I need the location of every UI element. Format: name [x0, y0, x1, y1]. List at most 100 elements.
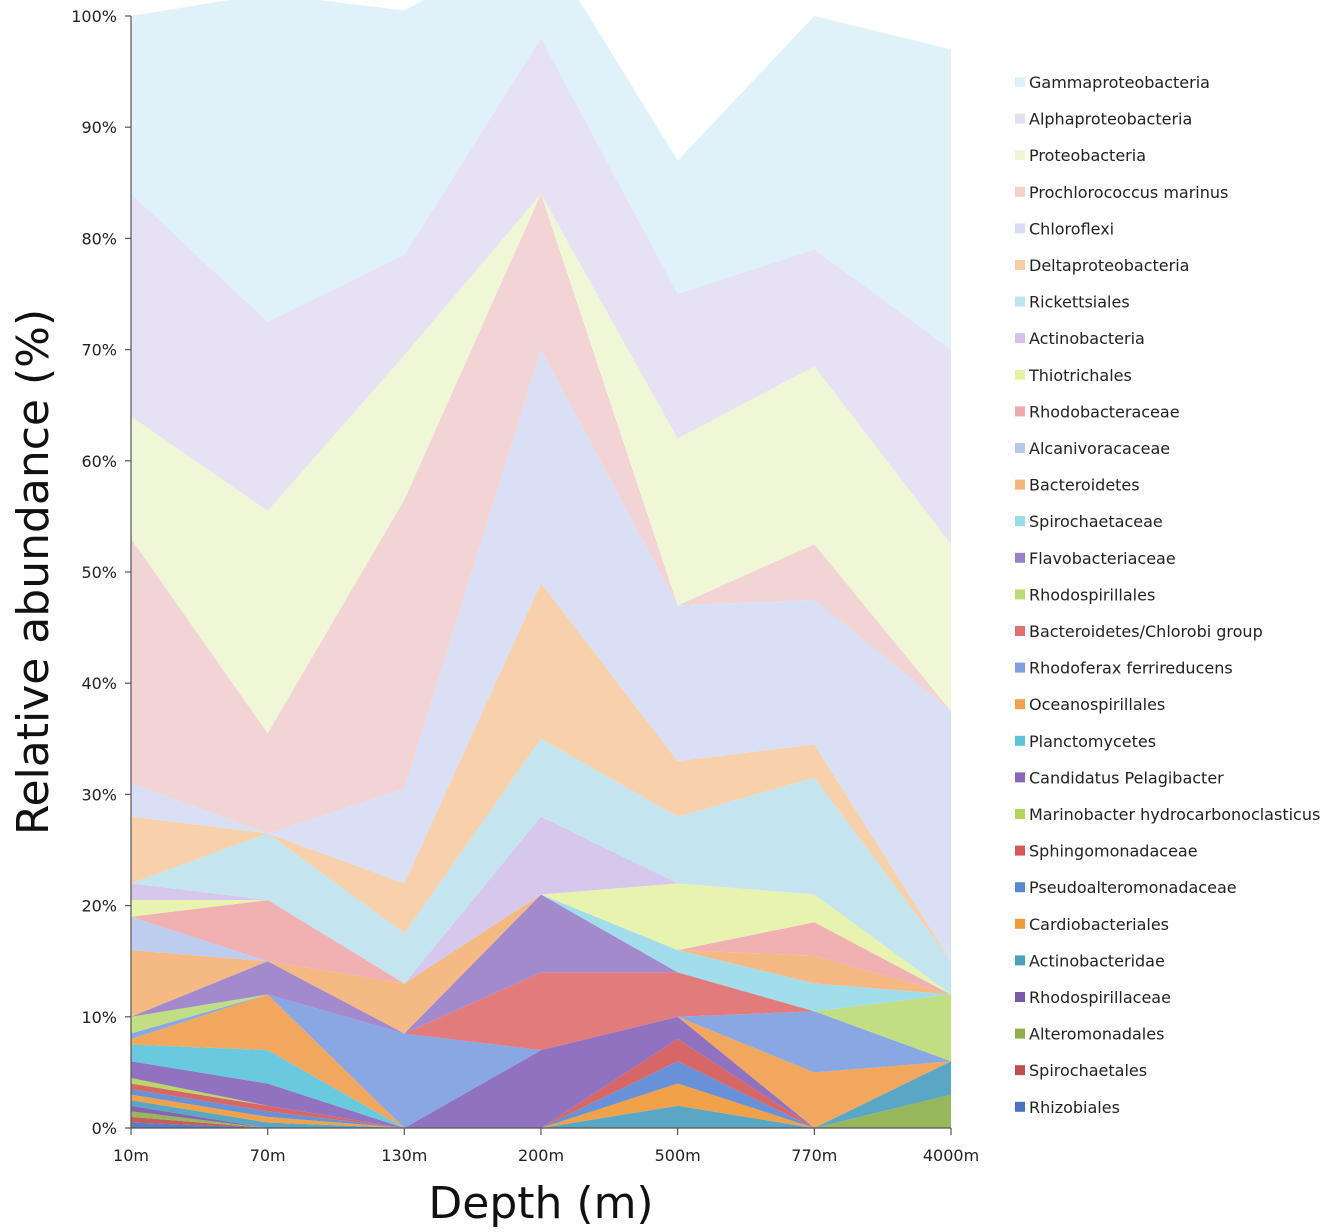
area-chloroflexi	[131, 349, 951, 962]
area-layers	[131, 0, 951, 1128]
legend-swatch	[1015, 1028, 1025, 1039]
y-tick-label: 100%	[71, 7, 117, 26]
y-tick-label: 20%	[81, 897, 117, 916]
y-axis-label: Relative abundance (%)	[8, 309, 59, 835]
legend-label: Thiotrichales	[1028, 366, 1132, 385]
legend-swatch	[1015, 735, 1025, 746]
y-tick-label: 10%	[81, 1008, 117, 1027]
area-proteobacteria	[131, 193, 951, 734]
area-rhodoferax-ferrireducens	[131, 994, 951, 1128]
legend-swatch	[1015, 809, 1025, 819]
area-actinobacteria	[131, 816, 951, 995]
x-tick-label: 500m	[655, 1146, 701, 1165]
x-tick-label: 130m	[381, 1146, 427, 1165]
legend-swatch	[1015, 77, 1025, 87]
y-tick-label: 30%	[81, 785, 117, 804]
legend-label: Oceanospirillales	[1029, 695, 1165, 714]
area-rickettsiales	[131, 738, 951, 995]
legend-label: Candidatus Pelagibacter	[1029, 768, 1224, 787]
area-alphaproteobacteria	[131, 38, 951, 545]
legend-label: Cardiobacteriales	[1029, 915, 1169, 934]
legend-swatch	[1015, 223, 1025, 234]
legend-label: Rhodospirillaceae	[1029, 988, 1171, 1007]
legend-label: Alteromonadales	[1029, 1025, 1164, 1044]
legend-swatch	[1015, 479, 1025, 490]
legend-label: Gammaproteobacteria	[1029, 73, 1210, 92]
legend-label: Deltaproteobacteria	[1029, 256, 1189, 275]
x-tick-label: 4000m	[923, 1146, 979, 1165]
area-alteromonadales	[131, 1094, 951, 1128]
legend-swatch	[1015, 699, 1025, 710]
area-oceanospirillales	[131, 994, 951, 1128]
legend-label: Rhodoferax ferrireducens	[1029, 659, 1233, 678]
area-thiotrichales	[131, 883, 951, 995]
legend-label: Rhodospirillales	[1029, 585, 1155, 604]
legend-swatch	[1015, 1065, 1025, 1076]
legend-swatch	[1015, 662, 1025, 673]
legend-swatch	[1015, 296, 1025, 307]
y-tick-label: 60%	[81, 452, 117, 471]
area-cardiobacteriales	[131, 1061, 951, 1128]
area-deltaproteobacteria	[131, 583, 951, 962]
y-tick-label: 70%	[81, 341, 117, 360]
legend-swatch	[1015, 333, 1025, 344]
area-gammaproteobacteria	[131, 0, 951, 350]
legend-label: Pseudoalteromonadaceae	[1029, 878, 1237, 897]
area-bacteroidetes	[131, 894, 951, 1034]
legend-label: Marinobacter hydrocarbonoclasticus	[1029, 805, 1320, 824]
legend-swatch	[1015, 955, 1025, 966]
area-bacteroidetes-chlorobi-group	[131, 972, 951, 1062]
legend-label: Alphaproteobacteria	[1029, 110, 1192, 129]
legend-swatch	[1015, 845, 1025, 856]
legend-label: Spirochaetaceae	[1029, 512, 1163, 531]
legend-swatch	[1015, 406, 1025, 417]
legend-swatch	[1015, 626, 1025, 636]
x-ticks: 10m 70m 130m 200m 500m 770m 4000m	[113, 1128, 979, 1165]
legend-label: Actinobacteria	[1029, 329, 1145, 348]
area-candidatus-pelagibacter	[131, 1016, 951, 1128]
legend-label: Actinobacteridae	[1029, 951, 1165, 970]
x-tick-label: 770m	[791, 1146, 837, 1165]
y-tick-label: 40%	[81, 674, 117, 693]
legend-swatch	[1015, 186, 1025, 197]
legend-label: Chloroflexi	[1029, 219, 1114, 238]
area-flavobacteriaceae	[131, 894, 951, 1034]
x-tick-label: 200m	[518, 1146, 564, 1165]
legend-swatch	[1015, 992, 1025, 1002]
legend-label: Planctomycetes	[1029, 732, 1156, 751]
area-rhodobacteraceae	[131, 894, 951, 995]
legend-swatch	[1015, 516, 1025, 527]
legend-swatch	[1015, 552, 1025, 563]
legend-label: Rhodobacteraceae	[1029, 402, 1180, 421]
legend-swatch	[1015, 260, 1025, 270]
legend-label: Alcanivoracaceae	[1029, 439, 1170, 458]
x-tick-label: 70m	[250, 1146, 286, 1165]
legend-swatch	[1015, 589, 1025, 600]
y-tick-label: 80%	[81, 229, 117, 248]
legend-label: Rickettsiales	[1029, 293, 1130, 312]
y-tick-label: 50%	[81, 563, 117, 582]
legend-swatch	[1015, 369, 1025, 380]
legend-swatch	[1015, 443, 1025, 453]
y-tick-label: 0%	[92, 1119, 117, 1138]
legend-swatch	[1015, 150, 1025, 161]
legend-label: Rhizobiales	[1029, 1098, 1120, 1117]
legend-label: Proteobacteria	[1029, 146, 1146, 165]
y-ticks: 0% 10% 20% 30% 40% 50% 60% 70% 80% 90% 100%	[71, 7, 131, 1138]
legend: Gammaproteobacteria Alphaproteobacteria Pr…	[1015, 73, 1320, 1117]
legend-swatch	[1015, 1101, 1025, 1112]
legend-label: Spirochaetales	[1029, 1061, 1147, 1080]
legend-swatch	[1015, 882, 1025, 893]
legend-label: Prochlorococcus marinus	[1029, 183, 1228, 202]
legend-label: Flavobacteriaceae	[1029, 549, 1176, 568]
x-axis-label: Depth (m)	[428, 1178, 653, 1228]
legend-label: Sphingomonadaceae	[1029, 842, 1198, 861]
legend-swatch	[1015, 772, 1025, 783]
legend-label: Bacteroidetes	[1029, 476, 1140, 495]
area-planctomycetes	[131, 1016, 951, 1128]
legend-label: Bacteroidetes/Chlorobi group	[1029, 622, 1263, 641]
y-tick-label: 90%	[81, 118, 117, 137]
x-tick-label: 10m	[113, 1146, 149, 1165]
